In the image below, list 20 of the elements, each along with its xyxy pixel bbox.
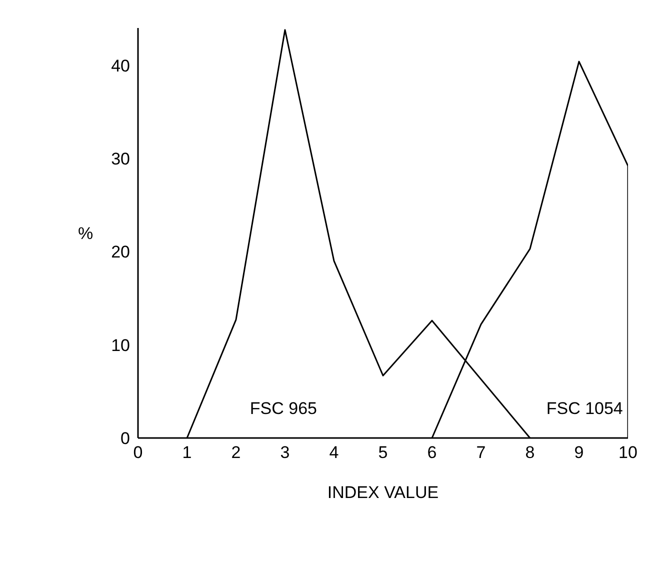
x-tick-label: 10 <box>618 443 638 462</box>
y-tick-label: 30 <box>111 149 130 168</box>
x-tick-label: 2 <box>231 443 241 462</box>
x-tick-label: 9 <box>574 443 584 462</box>
x-tick-label: 0 <box>133 443 143 462</box>
text: FSC 965 <box>250 399 317 420</box>
y-axis-title: % <box>78 224 94 244</box>
x-tick-label: 4 <box>329 443 339 462</box>
x-tick-label: 1 <box>182 443 192 462</box>
x-tick-label: 8 <box>525 443 535 462</box>
x-axis-title: INDEX VALUE <box>327 483 439 502</box>
y-tick-label: 10 <box>111 336 130 355</box>
x-tick-label: 7 <box>476 443 486 462</box>
x-tick-label: 6 <box>427 443 437 462</box>
series-label: FSC 1054 <box>546 399 623 420</box>
y-tick-label: 40 <box>111 56 130 76</box>
x-tick-label: 3 <box>280 443 290 462</box>
y-tick-label: 20 <box>111 242 130 262</box>
y-tick-label: 0 <box>120 429 130 448</box>
x-tick-label: 5 <box>378 443 388 462</box>
